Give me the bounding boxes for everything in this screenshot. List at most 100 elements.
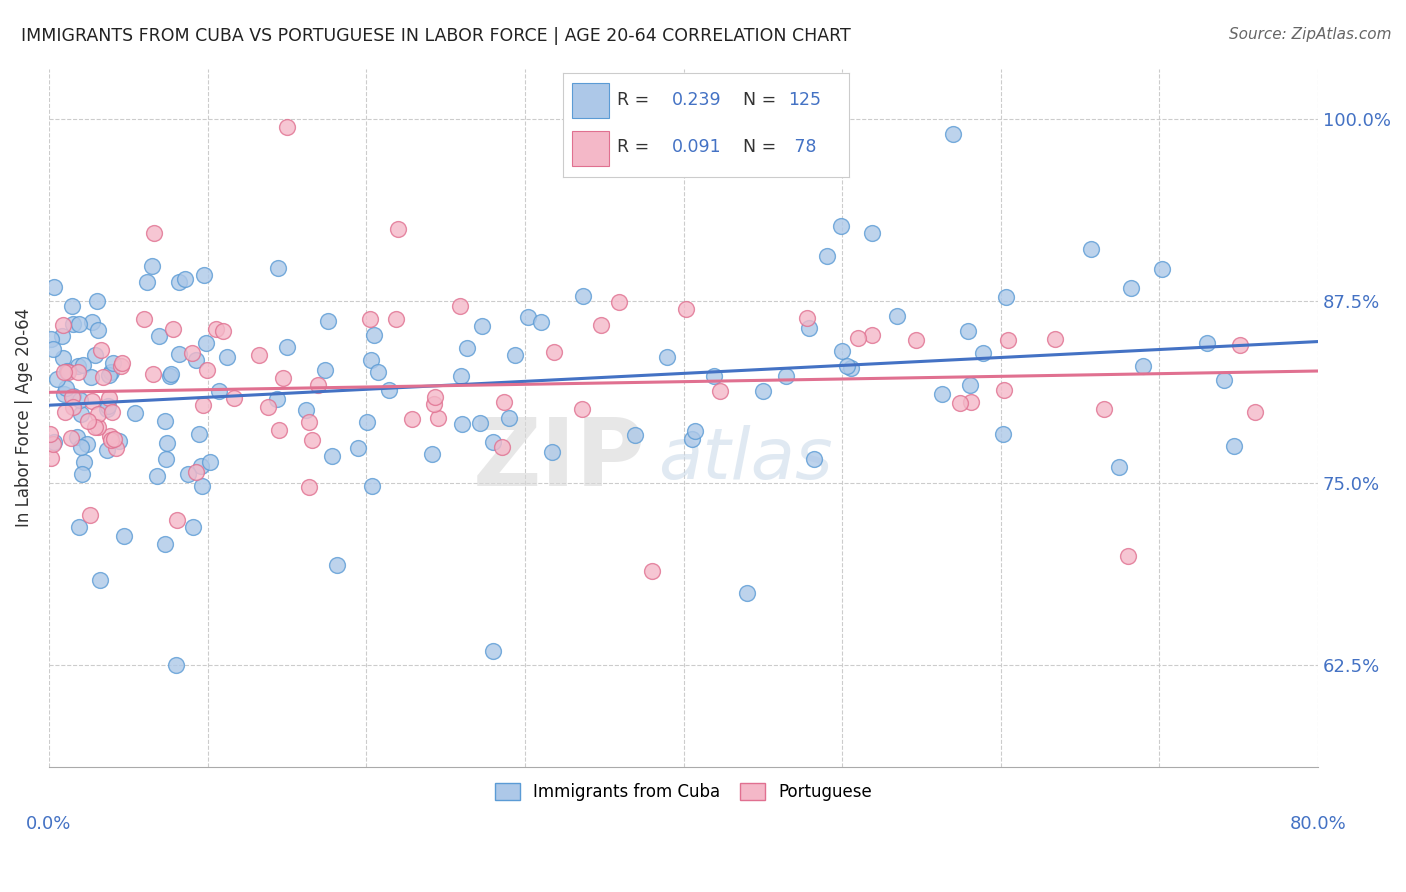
Point xyxy=(51,351,73,365)
Point xyxy=(703,368,725,383)
Point xyxy=(752,384,775,398)
Point xyxy=(52,386,75,401)
Point xyxy=(42,280,65,294)
Point xyxy=(886,310,908,324)
Legend: Immigrants from Cuba, Portuguese: Immigrants from Cuba, Portuguese xyxy=(488,776,879,808)
Point xyxy=(97,399,120,413)
Point xyxy=(66,366,89,380)
Point xyxy=(1043,332,1066,346)
Text: ZIP: ZIP xyxy=(472,414,645,506)
Point xyxy=(83,348,105,362)
Point xyxy=(176,467,198,481)
Text: Source: ZipAtlas.com: Source: ZipAtlas.com xyxy=(1229,27,1392,42)
Point xyxy=(256,400,278,414)
Point xyxy=(387,221,409,235)
Point xyxy=(481,435,503,450)
Point xyxy=(449,299,471,313)
Point xyxy=(401,412,423,426)
Point xyxy=(993,383,1015,397)
Point xyxy=(76,437,98,451)
Point xyxy=(132,311,155,326)
Point xyxy=(66,430,89,444)
Point xyxy=(960,394,983,409)
Point xyxy=(60,299,83,313)
Point xyxy=(904,333,927,347)
Point xyxy=(93,369,115,384)
Point xyxy=(98,391,121,405)
Point xyxy=(1243,405,1265,419)
Point xyxy=(86,294,108,309)
Point xyxy=(247,348,270,362)
Point xyxy=(103,432,125,446)
Point xyxy=(468,416,491,430)
Point xyxy=(153,414,176,428)
Point xyxy=(267,260,290,275)
Point xyxy=(70,467,93,482)
Point xyxy=(96,442,118,457)
Point xyxy=(62,317,84,331)
Point xyxy=(101,356,124,370)
Point xyxy=(55,381,77,395)
Point xyxy=(108,434,131,449)
Point xyxy=(367,365,389,379)
Point xyxy=(456,341,478,355)
Point xyxy=(100,365,122,379)
Point xyxy=(815,249,838,263)
Point xyxy=(148,328,170,343)
Point xyxy=(191,479,214,493)
Point xyxy=(931,387,953,401)
Point xyxy=(38,427,60,442)
Point xyxy=(267,423,290,437)
Point xyxy=(190,459,212,474)
Point xyxy=(166,513,188,527)
Point xyxy=(76,414,98,428)
Point xyxy=(191,398,214,412)
Point xyxy=(39,332,62,346)
Point xyxy=(301,433,323,447)
Point xyxy=(803,452,825,467)
Point xyxy=(112,529,135,543)
Point xyxy=(360,479,382,493)
Point xyxy=(198,455,221,469)
Point xyxy=(709,384,731,399)
Point xyxy=(681,433,703,447)
Point xyxy=(949,395,972,409)
Point xyxy=(860,226,883,240)
Point xyxy=(98,429,121,443)
Point xyxy=(153,537,176,551)
Point xyxy=(839,361,862,376)
Point xyxy=(683,425,706,439)
Point xyxy=(100,433,122,447)
Point xyxy=(208,384,231,399)
Point xyxy=(360,353,382,368)
Point xyxy=(276,120,298,134)
Point xyxy=(994,289,1017,303)
Point xyxy=(67,317,90,331)
Point xyxy=(155,452,177,467)
Point xyxy=(482,644,505,658)
Point xyxy=(193,268,215,282)
Point xyxy=(136,276,159,290)
Text: atlas: atlas xyxy=(658,425,832,494)
Point xyxy=(60,431,83,445)
Point xyxy=(181,520,204,534)
Point xyxy=(266,392,288,406)
Point xyxy=(298,415,321,429)
Point xyxy=(111,356,134,370)
Point xyxy=(87,322,110,336)
Point xyxy=(425,390,447,404)
Point xyxy=(83,420,105,434)
Point xyxy=(146,469,169,483)
Point xyxy=(56,365,79,379)
Point xyxy=(42,342,65,356)
Point xyxy=(830,219,852,233)
Point xyxy=(159,368,181,382)
Point xyxy=(492,395,515,409)
Point xyxy=(212,324,235,338)
Point xyxy=(641,564,664,578)
Point xyxy=(298,480,321,494)
Point xyxy=(82,394,104,409)
Point xyxy=(276,340,298,354)
Point xyxy=(541,444,564,458)
Point xyxy=(295,403,318,417)
